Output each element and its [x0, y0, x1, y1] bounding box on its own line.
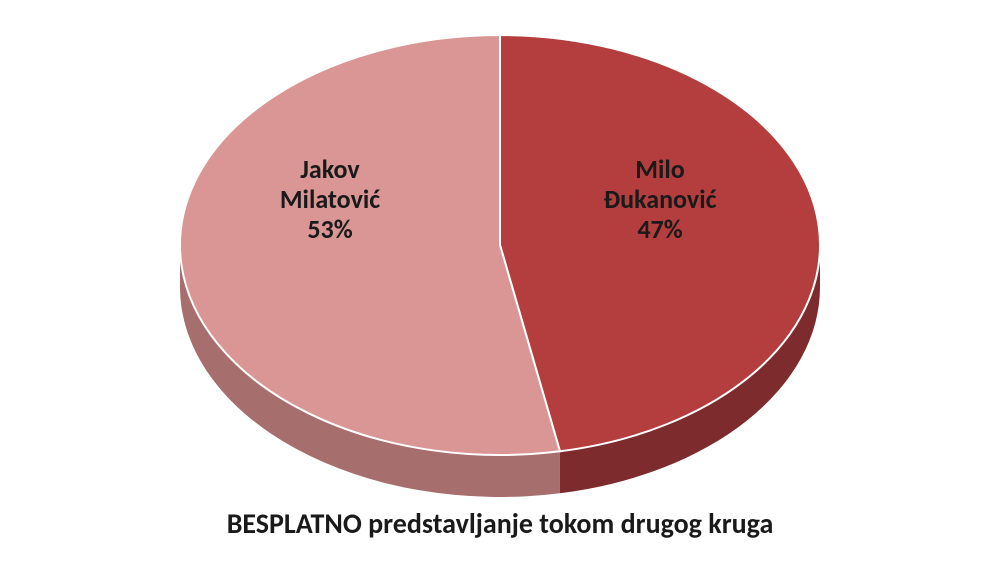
slice-label-jakov: Jakov Milatović 53%	[240, 155, 420, 245]
pie-chart: Milo Đukanović 47% Jakov Milatović 53% B…	[0, 0, 1000, 566]
pie-svg	[0, 0, 1000, 566]
chart-caption: BESPLATNO predstavljanje tokom drugog kr…	[0, 506, 1000, 541]
slice-label-milo: Milo Đukanović 47%	[570, 155, 750, 245]
